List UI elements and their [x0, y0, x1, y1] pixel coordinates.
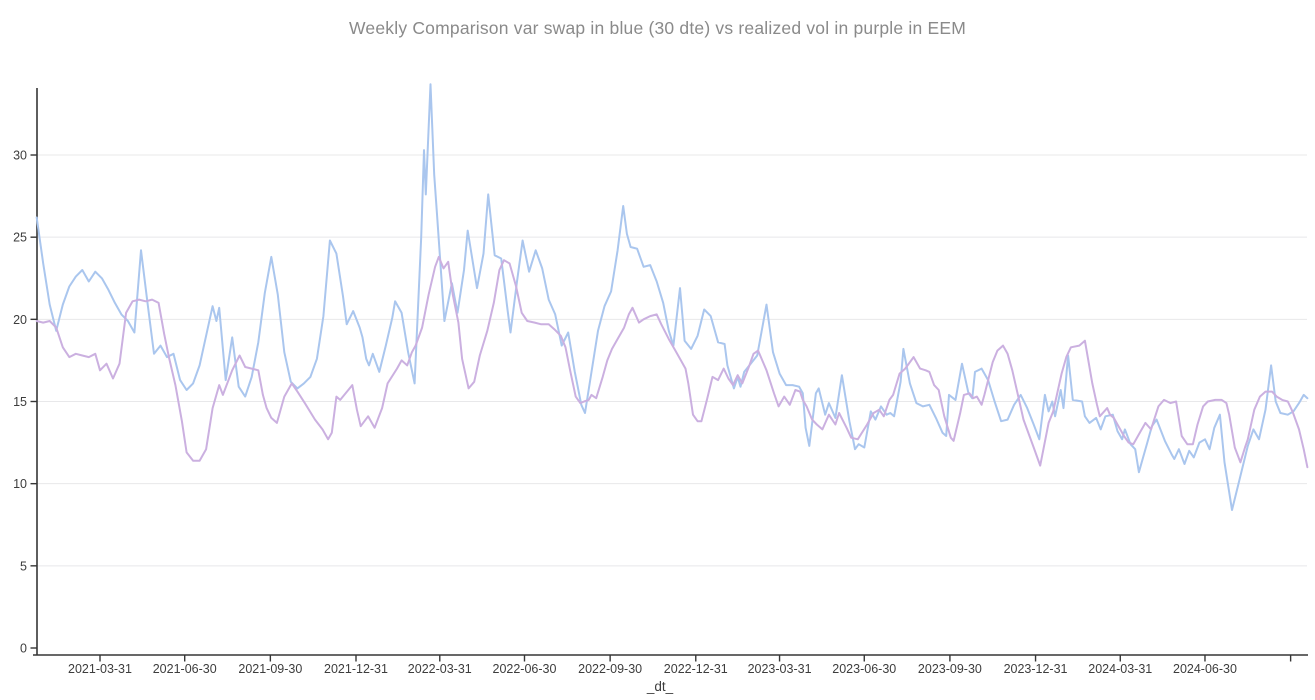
y-tick-label: 25 — [13, 231, 27, 245]
y-tick-label: 15 — [13, 395, 27, 409]
x-tick-label: 2021-06-30 — [153, 662, 217, 676]
x-tick-label: 2022-12-31 — [664, 662, 728, 676]
x-tick-label: 2024-06-30 — [1173, 662, 1237, 676]
chart-title: Weekly Comparison var swap in blue (30 d… — [349, 18, 966, 38]
x-tick-label: 2021-09-30 — [238, 662, 302, 676]
y-tick-label: 0 — [20, 642, 27, 656]
x-tick-label: 2022-09-30 — [578, 662, 642, 676]
x-tick-label: 2022-06-30 — [493, 662, 557, 676]
x-tick-label: 2023-12-31 — [1004, 662, 1068, 676]
y-tick-label: 30 — [13, 149, 27, 163]
var-swap-line — [35, 83, 1309, 511]
x-axis-title: _dt_ — [646, 679, 674, 694]
x-tick-label: 2024-03-31 — [1088, 662, 1152, 676]
realized-vol-line — [35, 255, 1309, 469]
x-tick-label: 2023-03-31 — [748, 662, 812, 676]
x-tick-label: 2023-06-30 — [832, 662, 896, 676]
x-tick-label: 2022-03-31 — [408, 662, 472, 676]
x-tick-label: 2023-09-30 — [918, 662, 982, 676]
y-tick-label: 5 — [20, 559, 27, 573]
y-tick-label: 10 — [13, 477, 27, 491]
x-tick-label: 2021-03-31 — [68, 662, 132, 676]
y-tick-label: 20 — [13, 313, 27, 327]
x-tick-label: 2021-12-31 — [324, 662, 388, 676]
